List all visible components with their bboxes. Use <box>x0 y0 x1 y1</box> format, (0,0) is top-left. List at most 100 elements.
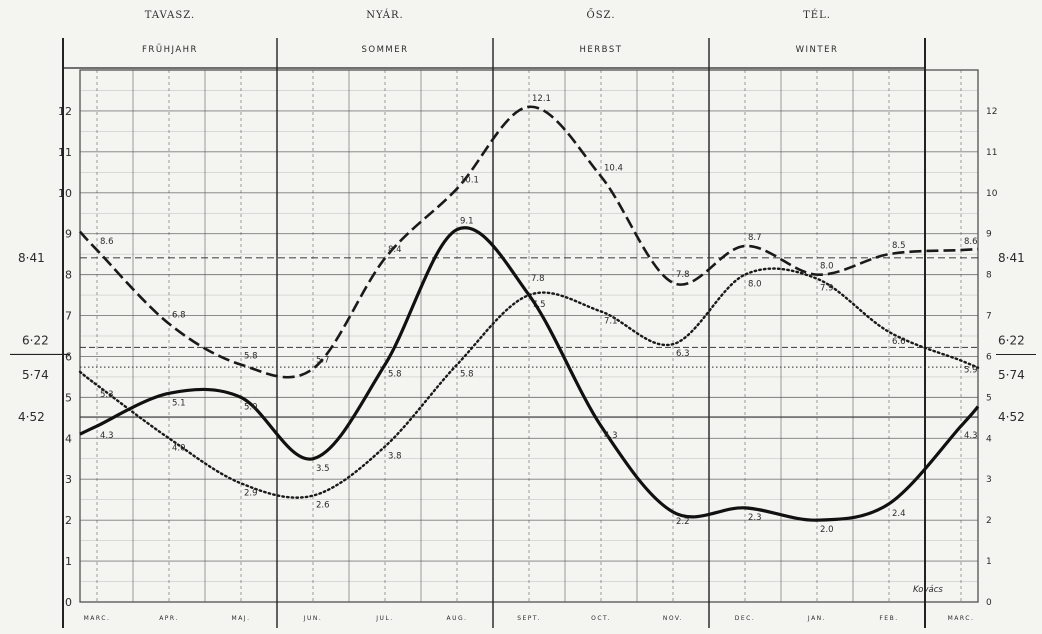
y-tick-label-left: 12 <box>58 105 72 118</box>
mean-label-right: 5·74 <box>998 368 1025 382</box>
y-tick-label-left: 4 <box>65 432 72 445</box>
data-label: 2.4 <box>892 509 906 519</box>
season-label-hu: TÉL. <box>803 9 831 21</box>
data-label: 5.7 <box>316 356 330 366</box>
season-label-hu: TAVASZ. <box>145 10 195 21</box>
x-tick-label: OCT. <box>591 615 611 622</box>
y-tick-label-right: 6 <box>986 352 992 362</box>
y-tick-label-left: 3 <box>65 473 72 486</box>
y-tick-label-left: 5 <box>65 391 72 404</box>
x-tick-label: JUN. <box>303 615 323 622</box>
y-tick-label-right: 0 <box>986 598 992 608</box>
y-tick-label-right: 8 <box>986 271 992 281</box>
data-label: 6.8 <box>172 311 186 321</box>
y-tick-label-left: 0 <box>65 596 72 609</box>
data-label: 10.1 <box>460 176 479 186</box>
y-tick-label-left: 7 <box>65 310 72 323</box>
data-label: 9.1 <box>460 217 474 227</box>
x-tick-label: AUG. <box>446 615 467 622</box>
data-label: 6.6 <box>892 337 906 347</box>
data-label: 5.9 <box>964 366 978 376</box>
y-tick-label-left: 10 <box>58 187 72 200</box>
mean-label-left: 8·41 <box>18 251 45 265</box>
data-label: 2.6 <box>316 501 330 511</box>
signature: Kovács <box>913 585 943 595</box>
data-label: 4.0 <box>172 443 186 453</box>
season-label-hu: NYÁR. <box>366 9 404 21</box>
x-tick-label: FEB. <box>879 615 898 622</box>
season-label-de: HERBST <box>580 45 623 55</box>
data-label: 7.5 <box>532 300 546 310</box>
data-label: 4.3 <box>964 431 978 441</box>
y-tick-label-left: 11 <box>58 146 72 159</box>
data-label: 2.2 <box>676 517 690 527</box>
data-label: 8.0 <box>748 280 762 290</box>
mean-label-left: 4·52 <box>18 410 45 424</box>
x-tick-label: DEC. <box>735 615 756 622</box>
season-label-hu: ŐSZ. <box>587 8 616 21</box>
data-label: 4.3 <box>100 431 114 441</box>
y-tick-label-right: 2 <box>986 516 992 526</box>
x-tick-label: SEPT. <box>517 615 541 622</box>
series-line-solid <box>79 226 980 522</box>
x-tick-label: MARC. <box>84 615 111 622</box>
y-tick-label-right: 9 <box>986 230 992 240</box>
data-label: 12.1 <box>532 94 551 104</box>
data-label: 3.5 <box>316 464 330 474</box>
y-tick-label-right: 7 <box>986 312 992 322</box>
mean-label-left: 5·74 <box>22 368 49 382</box>
x-tick-label: NOV. <box>663 615 683 622</box>
data-label: 7.9 <box>820 284 834 294</box>
y-tick-label-right: 4 <box>986 434 992 444</box>
data-label: 5.8 <box>388 370 402 380</box>
data-label: 7.8 <box>531 274 545 284</box>
season-label-de: WINTER <box>796 45 839 55</box>
y-tick-label-right: 1 <box>986 557 992 567</box>
data-label: 5.8 <box>460 370 474 380</box>
data-label: 5.3 <box>100 390 114 400</box>
series-line-dotted <box>78 267 980 499</box>
data-label: 8.5 <box>892 241 906 251</box>
y-tick-label-right: 10 <box>986 189 998 199</box>
x-tick-label: JAN. <box>807 615 826 622</box>
x-tick-label: MARC. <box>948 615 975 622</box>
y-tick-label-left: 2 <box>65 514 72 527</box>
data-label: 3.8 <box>388 451 402 461</box>
data-label: 8.7 <box>748 233 762 243</box>
data-label: 4.3 <box>604 431 618 441</box>
data-label: 8.0 <box>820 262 834 272</box>
series-line-dashed <box>79 105 979 379</box>
data-label: 5.1 <box>172 398 186 408</box>
y-tick-label-right: 12 <box>986 107 997 117</box>
data-label: 2.3 <box>748 513 762 523</box>
y-tick-label-right: 5 <box>986 393 992 403</box>
data-label: 2.0 <box>820 525 834 535</box>
season-label-de: SOMMER <box>361 45 408 55</box>
data-label: 2.9 <box>244 488 258 498</box>
data-label: 7.8 <box>676 270 690 280</box>
data-label: 7.1 <box>604 316 618 326</box>
data-label: 8.4 <box>388 245 402 255</box>
y-tick-label-right: 11 <box>986 148 997 158</box>
x-tick-label: APR. <box>159 615 179 622</box>
data-label: 5.0 <box>244 402 258 412</box>
x-tick-label: MAJ. <box>232 615 251 622</box>
x-tick-label: JUL. <box>375 615 393 622</box>
mean-label-left: 6·22 <box>22 333 49 347</box>
y-tick-label-left: 1 <box>65 555 72 568</box>
y-tick-label-left: 6 <box>65 350 72 363</box>
mean-label-right: 4·52 <box>998 410 1025 424</box>
data-label: 8.6 <box>100 237 114 247</box>
mean-label-right: 6·22 <box>998 333 1025 347</box>
data-label: 10.4 <box>604 163 623 173</box>
data-label: 5.8 <box>244 352 258 362</box>
data-label: 8.6 <box>964 237 978 247</box>
y-tick-label-right: 3 <box>986 475 992 485</box>
season-label-de: FRÜHJAHR <box>142 44 198 55</box>
mean-label-right: 8·41 <box>998 251 1025 265</box>
y-tick-label-left: 8 <box>65 269 72 282</box>
data-label: 6.3 <box>676 349 690 359</box>
y-tick-label-left: 9 <box>65 228 72 241</box>
